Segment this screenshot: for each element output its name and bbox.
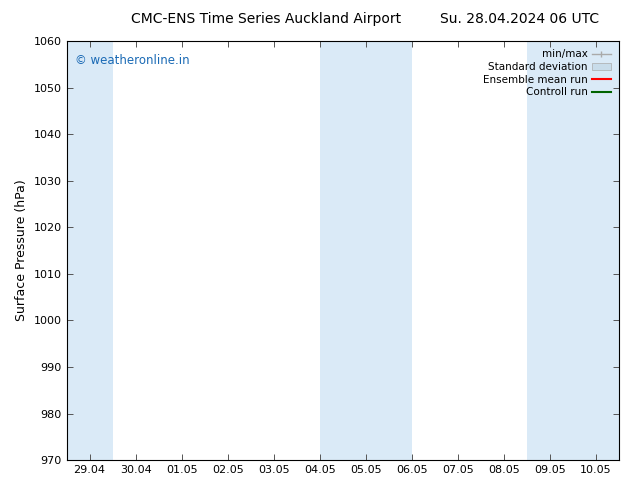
Bar — [527, 41, 619, 460]
Y-axis label: Surface Pressure (hPa): Surface Pressure (hPa) — [15, 180, 28, 321]
Text: CMC-ENS Time Series Auckland Airport: CMC-ENS Time Series Auckland Airport — [131, 12, 401, 26]
Bar — [67, 41, 113, 460]
Text: Su. 28.04.2024 06 UTC: Su. 28.04.2024 06 UTC — [441, 12, 599, 26]
Legend: min/max, Standard deviation, Ensemble mean run, Controll run: min/max, Standard deviation, Ensemble me… — [480, 46, 614, 100]
Text: © weatheronline.in: © weatheronline.in — [75, 53, 190, 67]
Bar — [320, 41, 412, 460]
